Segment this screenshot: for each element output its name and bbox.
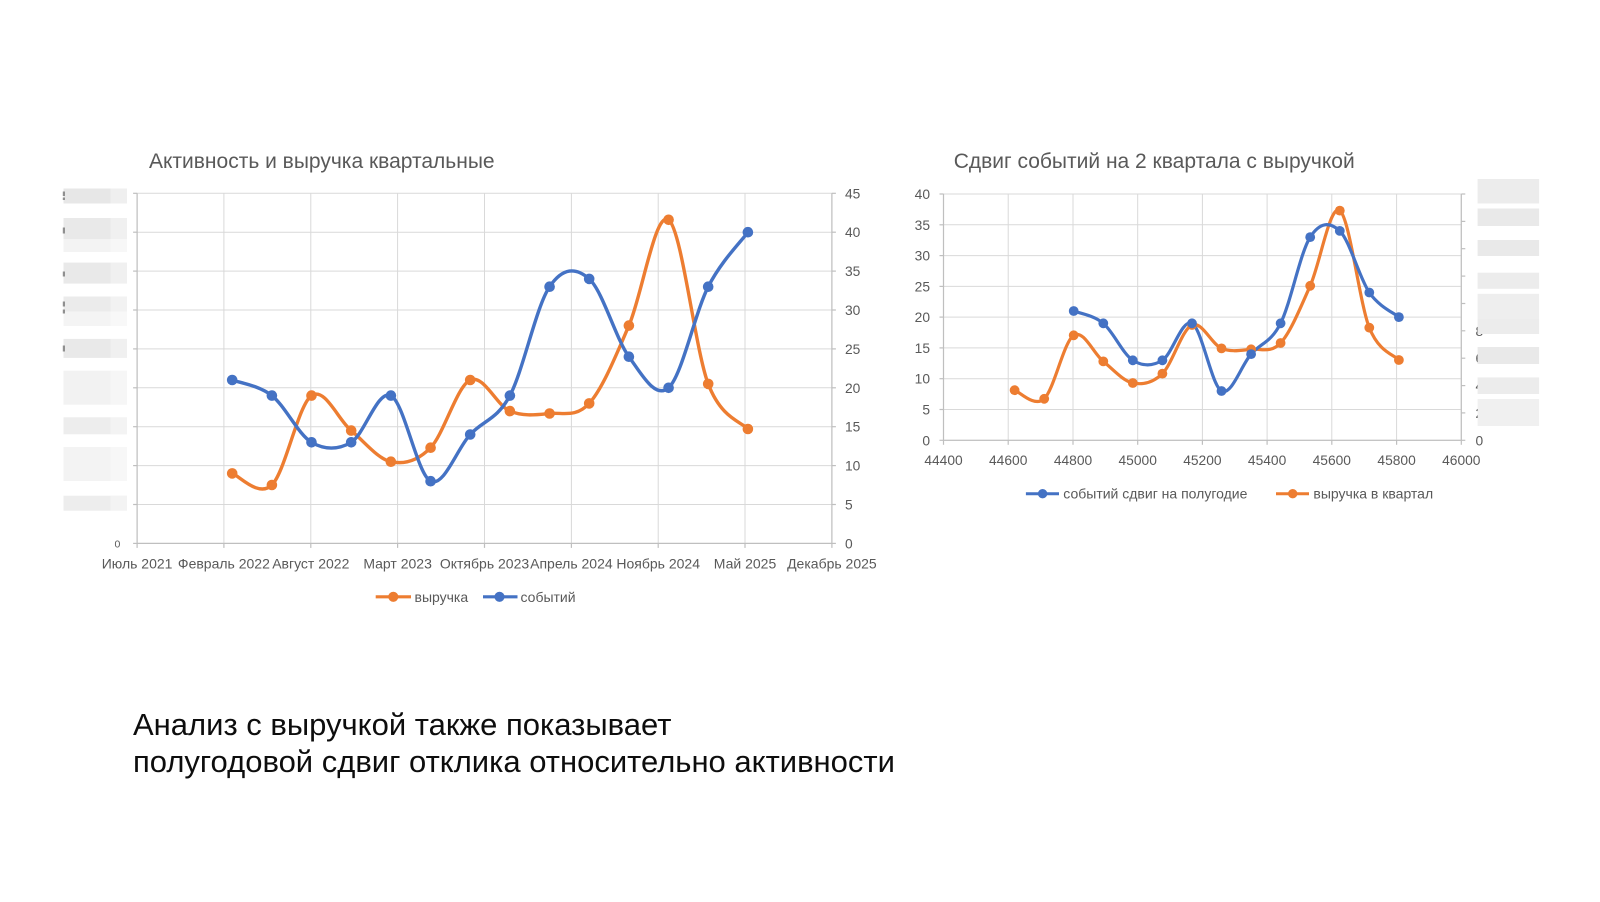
svg-text:Активность и выручка квартальн: Активность и выручка квартальные	[149, 150, 495, 173]
svg-text:35: 35	[845, 264, 861, 279]
svg-text:0: 0	[1476, 433, 1484, 448]
svg-text:10: 10	[915, 372, 931, 387]
svg-text:45400: 45400	[1248, 453, 1287, 468]
svg-text:0: 0	[922, 433, 930, 448]
svg-text:Март 2023: Март 2023	[363, 556, 432, 572]
svg-text:Июль 2021: Июль 2021	[102, 556, 173, 572]
svg-text:25: 25	[845, 342, 861, 357]
svg-text:20: 20	[845, 381, 861, 396]
svg-text:Сдвиг событий на 2 квартала с: Сдвиг событий на 2 квартала с выручкой	[954, 150, 1355, 173]
svg-text:44600: 44600	[989, 453, 1028, 468]
svg-text:5: 5	[845, 498, 853, 513]
svg-text:30: 30	[915, 249, 931, 264]
svg-text:Август 2022: Август 2022	[272, 556, 349, 572]
svg-text:Декабрь 2025: Декабрь 2025	[787, 556, 877, 572]
svg-text:событий сдвиг на полугодие: событий сдвиг на полугодие	[1063, 486, 1247, 502]
svg-text:Ноябрь 2024: Ноябрь 2024	[616, 556, 700, 572]
svg-text:35: 35	[915, 218, 931, 233]
svg-text:Февраль 2022: Февраль 2022	[178, 556, 270, 572]
svg-text:0: 0	[845, 536, 853, 551]
svg-text:45000: 45000	[1119, 453, 1158, 468]
svg-text:Анализ с выручкой также показы: Анализ с выручкой также показывает	[133, 707, 671, 742]
svg-text:5: 5	[922, 403, 930, 418]
svg-text:15: 15	[915, 341, 931, 356]
svg-text:полугодовой сдвиг отклика отно: полугодовой сдвиг отклика относительно а…	[133, 744, 895, 779]
svg-text:46000: 46000	[1442, 453, 1481, 468]
svg-text:10: 10	[845, 459, 861, 474]
svg-text:45200: 45200	[1183, 453, 1222, 468]
svg-text:Апрель 2024: Апрель 2024	[530, 556, 613, 572]
svg-text:30: 30	[845, 303, 861, 318]
svg-text:44400: 44400	[924, 453, 963, 468]
svg-text:Октябрь 2023: Октябрь 2023	[440, 556, 530, 572]
svg-text:0: 0	[115, 539, 121, 551]
svg-text:40: 40	[845, 225, 861, 240]
svg-text:40: 40	[915, 187, 931, 202]
svg-text:выручка: выручка	[415, 589, 469, 605]
svg-text:15: 15	[845, 420, 861, 435]
svg-text:45600: 45600	[1313, 453, 1352, 468]
svg-text:45800: 45800	[1377, 453, 1416, 468]
svg-text:44800: 44800	[1054, 453, 1093, 468]
svg-text:событий: событий	[521, 589, 576, 605]
svg-text:45: 45	[845, 186, 861, 201]
svg-text:Май 2025: Май 2025	[714, 556, 777, 572]
svg-text:25: 25	[915, 279, 931, 294]
svg-text:выручка в квартал: выручка в квартал	[1313, 486, 1433, 502]
svg-text:20: 20	[915, 310, 931, 325]
